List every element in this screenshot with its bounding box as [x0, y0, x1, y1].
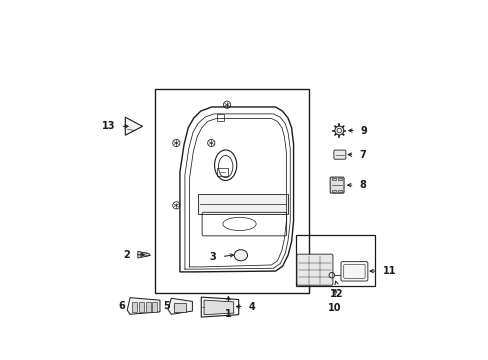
Bar: [216, 168, 227, 176]
Polygon shape: [168, 298, 192, 314]
Text: 6: 6: [118, 301, 125, 311]
Text: 9: 9: [360, 126, 367, 135]
Text: 7: 7: [359, 150, 366, 159]
Bar: [174, 303, 185, 311]
Polygon shape: [201, 297, 238, 317]
Text: 3: 3: [209, 252, 216, 262]
Bar: [338, 177, 342, 180]
Text: 8: 8: [359, 180, 366, 190]
Text: 10: 10: [328, 303, 341, 312]
FancyBboxPatch shape: [333, 150, 345, 159]
Text: 13: 13: [102, 121, 115, 131]
Bar: [152, 302, 157, 311]
Text: 12: 12: [329, 289, 343, 300]
Text: 4: 4: [248, 302, 255, 311]
Circle shape: [334, 126, 343, 135]
Polygon shape: [138, 251, 150, 258]
Bar: [132, 302, 137, 311]
Bar: [338, 190, 342, 192]
FancyBboxPatch shape: [329, 177, 344, 193]
Ellipse shape: [234, 250, 247, 261]
Polygon shape: [198, 194, 288, 214]
Bar: [332, 190, 336, 192]
Bar: [139, 302, 143, 311]
Bar: [155, 89, 308, 293]
Polygon shape: [203, 300, 233, 315]
Text: 5: 5: [163, 301, 170, 311]
Text: 2: 2: [123, 250, 129, 260]
FancyBboxPatch shape: [340, 262, 367, 281]
Bar: [145, 302, 150, 311]
Bar: [295, 235, 374, 286]
FancyBboxPatch shape: [296, 254, 332, 285]
Bar: [216, 114, 223, 121]
Polygon shape: [125, 117, 142, 135]
Text: 11: 11: [382, 266, 396, 276]
Circle shape: [336, 128, 341, 133]
Bar: [332, 177, 336, 180]
Text: 1: 1: [224, 309, 231, 319]
Polygon shape: [127, 298, 160, 314]
